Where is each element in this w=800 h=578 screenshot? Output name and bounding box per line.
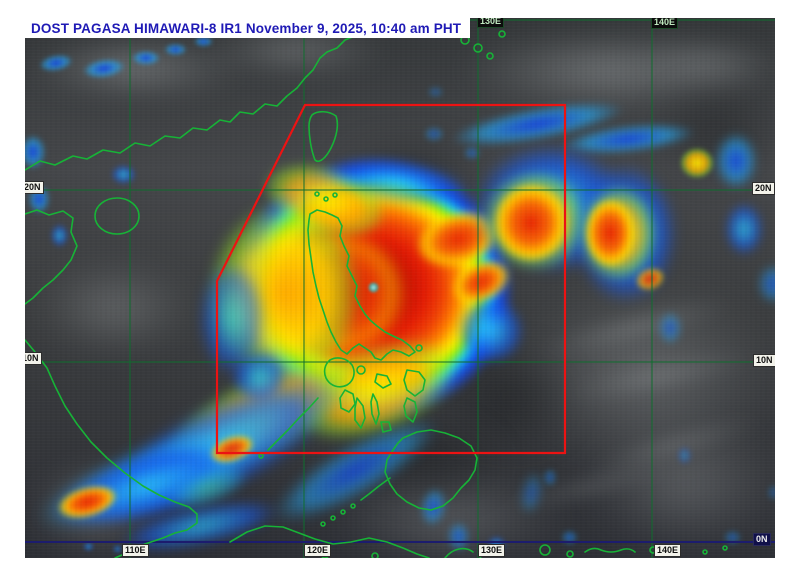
map-overlay bbox=[25, 18, 775, 558]
cloud-blob bbox=[453, 293, 528, 368]
island-leyte bbox=[403, 397, 418, 423]
island-mindoro bbox=[323, 357, 355, 388]
coordinate-label-130e: 130E bbox=[477, 18, 505, 28]
coordinate-label-0n: 0N bbox=[753, 533, 771, 546]
cloud-blob bbox=[83, 542, 94, 551]
coordinate-label-20n: 20N bbox=[25, 181, 44, 194]
island-negros bbox=[354, 397, 366, 429]
cloud-blob bbox=[491, 181, 571, 265]
island-palawan bbox=[267, 397, 319, 451]
island-mindanao bbox=[384, 429, 478, 511]
coordinate-label-140e: 140E bbox=[654, 544, 682, 557]
par-boundary bbox=[215, 103, 567, 455]
island-marinduque bbox=[356, 365, 366, 375]
cloud-blob bbox=[757, 263, 775, 305]
coastline-vietnam bbox=[25, 339, 198, 558]
coordinate-label-110e: 110E bbox=[122, 544, 149, 557]
island-masbate bbox=[374, 373, 392, 389]
coordinate-label-140e: 140E bbox=[651, 18, 679, 29]
cloud-blob bbox=[193, 36, 214, 47]
typhoon-eye bbox=[366, 280, 381, 295]
title-bar: DOST PAGASA HIMAWARI-8 IR1 November 9, 2… bbox=[25, 18, 471, 38]
coordinate-label-20n: 20N bbox=[752, 182, 775, 195]
island-cebu bbox=[370, 393, 380, 425]
zamboanga-peninsula bbox=[360, 477, 391, 501]
cloud-blob bbox=[447, 521, 470, 552]
cloud-blob bbox=[163, 43, 188, 56]
cloud-blob bbox=[543, 468, 557, 487]
cloud-blob bbox=[130, 50, 162, 66]
cloud-layer bbox=[25, 18, 775, 558]
cloud-blob bbox=[625, 38, 775, 93]
coastlines bbox=[25, 28, 728, 558]
cloud-blob bbox=[463, 146, 481, 160]
cloud-blob bbox=[713, 130, 759, 192]
cloud-blob bbox=[723, 200, 765, 258]
map-area: 130E140E110E120E130E140E20N20N10N10N0N0N… bbox=[25, 18, 775, 558]
cloud-blob bbox=[678, 146, 716, 180]
coastline-tonkin bbox=[25, 209, 78, 305]
babuyan-islands bbox=[314, 191, 338, 202]
image-title: DOST PAGASA HIMAWARI-8 IR1 November 9, 2… bbox=[31, 20, 462, 36]
cloud-blob bbox=[228, 348, 290, 406]
cloud-blob bbox=[427, 86, 444, 98]
coastline-borneo bbox=[229, 525, 430, 558]
island-luzon bbox=[307, 209, 416, 361]
coordinate-labels: 130E140E110E120E130E140E20N20N10N10N0N0N bbox=[25, 18, 775, 558]
cloud-blob bbox=[113, 545, 122, 553]
cloud-blob bbox=[657, 310, 683, 346]
coordinate-label-130e: 130E bbox=[478, 544, 506, 557]
coordinate-label-10n: 10N bbox=[25, 352, 42, 365]
coordinate-label-10n: 10N bbox=[753, 354, 775, 367]
sulu-archipelago bbox=[320, 503, 356, 527]
cloud-blob bbox=[575, 408, 775, 558]
cloud-blob bbox=[767, 484, 775, 501]
island-taiwan bbox=[308, 110, 339, 163]
cloud-blob bbox=[25, 258, 205, 358]
island-catanduanes bbox=[415, 344, 423, 352]
island-hainan bbox=[94, 197, 140, 235]
coastline-china bbox=[25, 35, 356, 171]
cloud-blob bbox=[50, 223, 69, 248]
coordinate-label-120e: 120E bbox=[304, 544, 332, 557]
cloud-blob bbox=[423, 126, 445, 142]
island-panay bbox=[339, 389, 356, 413]
cloud-blob bbox=[677, 446, 692, 465]
island-samar bbox=[403, 369, 426, 397]
island-bohol bbox=[380, 421, 392, 433]
cloud-blob bbox=[583, 196, 637, 270]
